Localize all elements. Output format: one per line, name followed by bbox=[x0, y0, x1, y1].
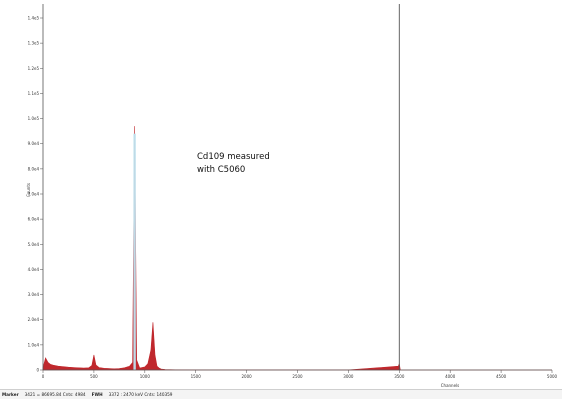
fwhm-readout: 3372 : 2470 keV Cnts: 140359 bbox=[108, 392, 173, 397]
fwhm-label: FWH bbox=[91, 392, 103, 397]
x-tick-label: 4000 bbox=[445, 374, 456, 379]
x-tick-label: 1500 bbox=[191, 374, 202, 379]
y-tick-label: 8.0e4 bbox=[28, 166, 40, 171]
x-tick-label: 5000 bbox=[547, 374, 558, 379]
y-tick-label: 5.0e4 bbox=[28, 242, 40, 247]
x-tick-label: 2000 bbox=[242, 374, 253, 379]
y-tick-label: 0 bbox=[36, 368, 39, 373]
ticks-layer: 0 1.0e4 2.0e4 3.0e4 4.0e4 5.0e4 6.0e4 7.0e4 8.0e… bbox=[28, 16, 558, 380]
y-tick-label: 1.3e5 bbox=[28, 41, 40, 46]
y-tick-label: 1.1e5 bbox=[28, 91, 40, 96]
x-axis-title: Channels bbox=[441, 383, 460, 388]
marker-readout: 3421 = 86695.84 Cnts: 4984 bbox=[24, 392, 86, 397]
y-tick-label: 9.0e4 bbox=[28, 141, 40, 146]
y-tick-label: 6.0e4 bbox=[28, 217, 40, 222]
y-tick-label: 1.4e5 bbox=[28, 16, 40, 21]
y-tick-label: 4.0e4 bbox=[28, 267, 40, 272]
y-tick-label: 7.0e4 bbox=[28, 192, 40, 197]
y-tick-label: 2.0e4 bbox=[28, 317, 40, 322]
x-tick-label: 3000 bbox=[343, 374, 354, 379]
marker-label: Marker bbox=[2, 392, 19, 397]
axes-layer bbox=[42, 4, 552, 371]
y-tick-label: 1.2e5 bbox=[28, 66, 40, 71]
x-tick-label: 0 bbox=[42, 374, 45, 379]
y-tick-label: 1.0e5 bbox=[28, 116, 40, 121]
plot-area-background bbox=[0, 0, 562, 389]
x-tick-label: 1000 bbox=[140, 374, 151, 379]
x-tick-label: 2500 bbox=[292, 374, 303, 379]
spectrum-chart: 0 1.0e4 2.0e4 3.0e4 4.0e4 5.0e4 6.0e4 7.0e4 8.0e… bbox=[0, 0, 562, 389]
x-tick-label: 3500 bbox=[394, 374, 405, 379]
annotation-line-2: with C5060 bbox=[197, 165, 245, 175]
status-bar: Marker 3421 = 86695.84 Cnts: 4984 FWH 33… bbox=[0, 389, 562, 399]
x-tick-label: 4500 bbox=[496, 374, 507, 379]
y-tick-label: 3.0e4 bbox=[28, 292, 40, 297]
x-tick-label: 500 bbox=[90, 374, 98, 379]
y-tick-label: 1.0e4 bbox=[28, 342, 40, 347]
y-axis-title: Counts bbox=[26, 183, 31, 197]
roi-highlight bbox=[133, 133, 136, 370]
annotation-line-1: Cd109 measured bbox=[197, 152, 270, 162]
